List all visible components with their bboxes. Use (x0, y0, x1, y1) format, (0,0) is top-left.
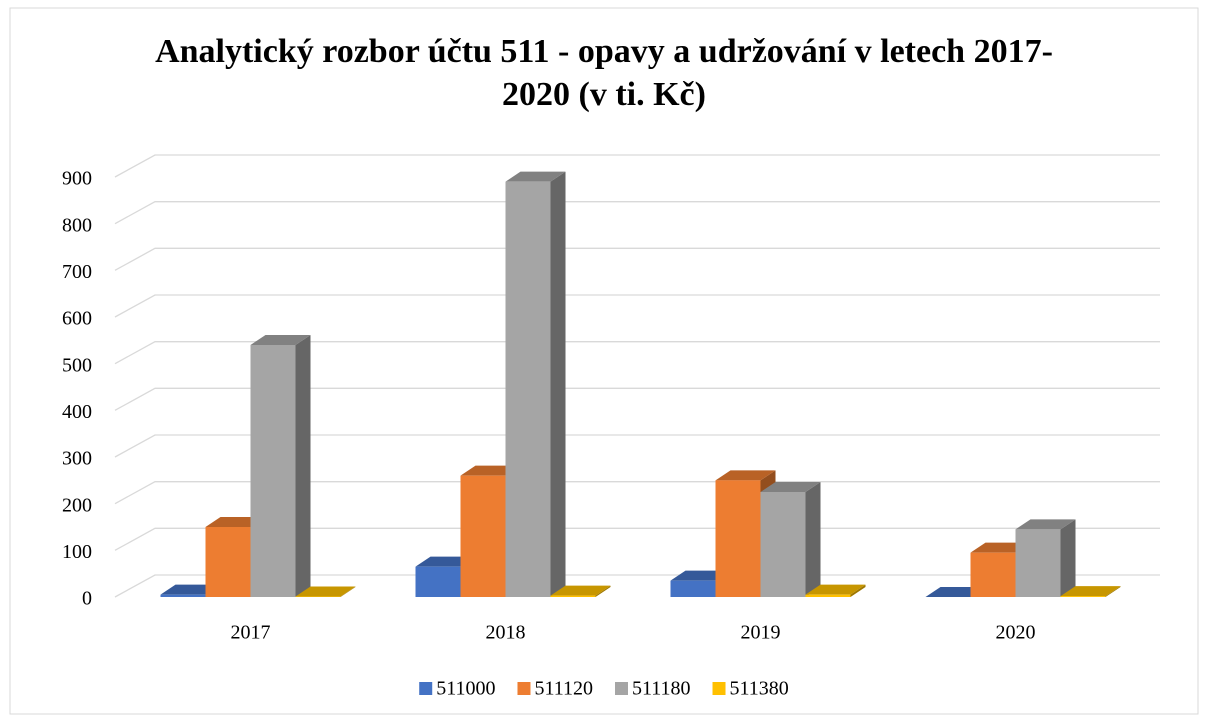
grid-line (114, 294, 1160, 318)
bar-top (550, 585, 611, 596)
x-tick-label: 2017 (231, 622, 271, 644)
bar (160, 594, 206, 597)
bar-top (805, 584, 866, 595)
bar (715, 480, 761, 597)
bar-side (595, 585, 611, 597)
bar-side (550, 171, 566, 597)
y-tick-label: 600 (62, 308, 92, 330)
bar-side (1105, 586, 1121, 597)
bar-top (715, 470, 776, 481)
bar-side (850, 584, 866, 597)
legend-swatch (419, 682, 433, 695)
bar-top (760, 482, 821, 492)
bar (460, 475, 506, 597)
legend-label: 511180 (632, 678, 691, 700)
bar-side (295, 335, 311, 597)
y-tick-label: 400 (62, 401, 92, 423)
legend-label: 511380 (730, 678, 789, 700)
bar-top (1015, 519, 1076, 530)
grid-line (114, 527, 1160, 551)
bar (1060, 596, 1106, 597)
bar-top (1060, 586, 1121, 597)
y-tick-label: 200 (62, 494, 92, 516)
grid-line (114, 341, 1160, 365)
bar (505, 181, 551, 597)
legend-swatch (712, 682, 726, 695)
legend-label: 511000 (436, 678, 495, 700)
grid-line (114, 201, 1160, 225)
legend-swatch (615, 682, 628, 695)
x-tick-label: 2020 (996, 622, 1036, 644)
y-tick-label: 0 (82, 588, 92, 610)
grid-line (114, 434, 1160, 458)
bar (670, 580, 716, 597)
legend-item: 511180 (615, 678, 691, 700)
chart-title: Analytický rozbor účtu 511 - opavy a udr… (155, 33, 1053, 113)
bar (550, 595, 596, 597)
bar (760, 492, 806, 597)
bar-top (250, 335, 311, 345)
grid-line (114, 481, 1160, 505)
y-tick-label: 800 (62, 214, 92, 236)
grid-line (114, 574, 1160, 598)
bar (1015, 529, 1061, 597)
legend-label: 511120 (534, 678, 593, 700)
bar (415, 566, 461, 597)
legend-item: 511120 (517, 678, 593, 700)
bar (970, 552, 1016, 597)
y-tick-label: 700 (62, 261, 92, 283)
bar-side (340, 586, 356, 597)
legend-item: 511000 (419, 678, 495, 700)
y-tick-label: 100 (62, 541, 92, 563)
grid-line (114, 387, 1160, 411)
y-tick-label: 500 (62, 354, 92, 376)
bar (205, 527, 251, 597)
bar-side (1060, 519, 1076, 597)
x-tick-label: 2019 (741, 622, 781, 644)
y-tick-label: 900 (62, 168, 92, 190)
bar-side (805, 482, 821, 597)
y-tick-label: 300 (62, 448, 92, 470)
chart-border (9, 7, 1199, 715)
bar-top (295, 586, 356, 597)
bar (250, 345, 296, 597)
bar (805, 594, 851, 597)
grid-line (114, 247, 1160, 271)
x-tick-label: 2018 (486, 622, 526, 644)
legend-item: 511380 (712, 678, 789, 700)
legend-swatch (517, 682, 531, 695)
bar-top (505, 171, 566, 182)
grid-line (114, 154, 1160, 178)
